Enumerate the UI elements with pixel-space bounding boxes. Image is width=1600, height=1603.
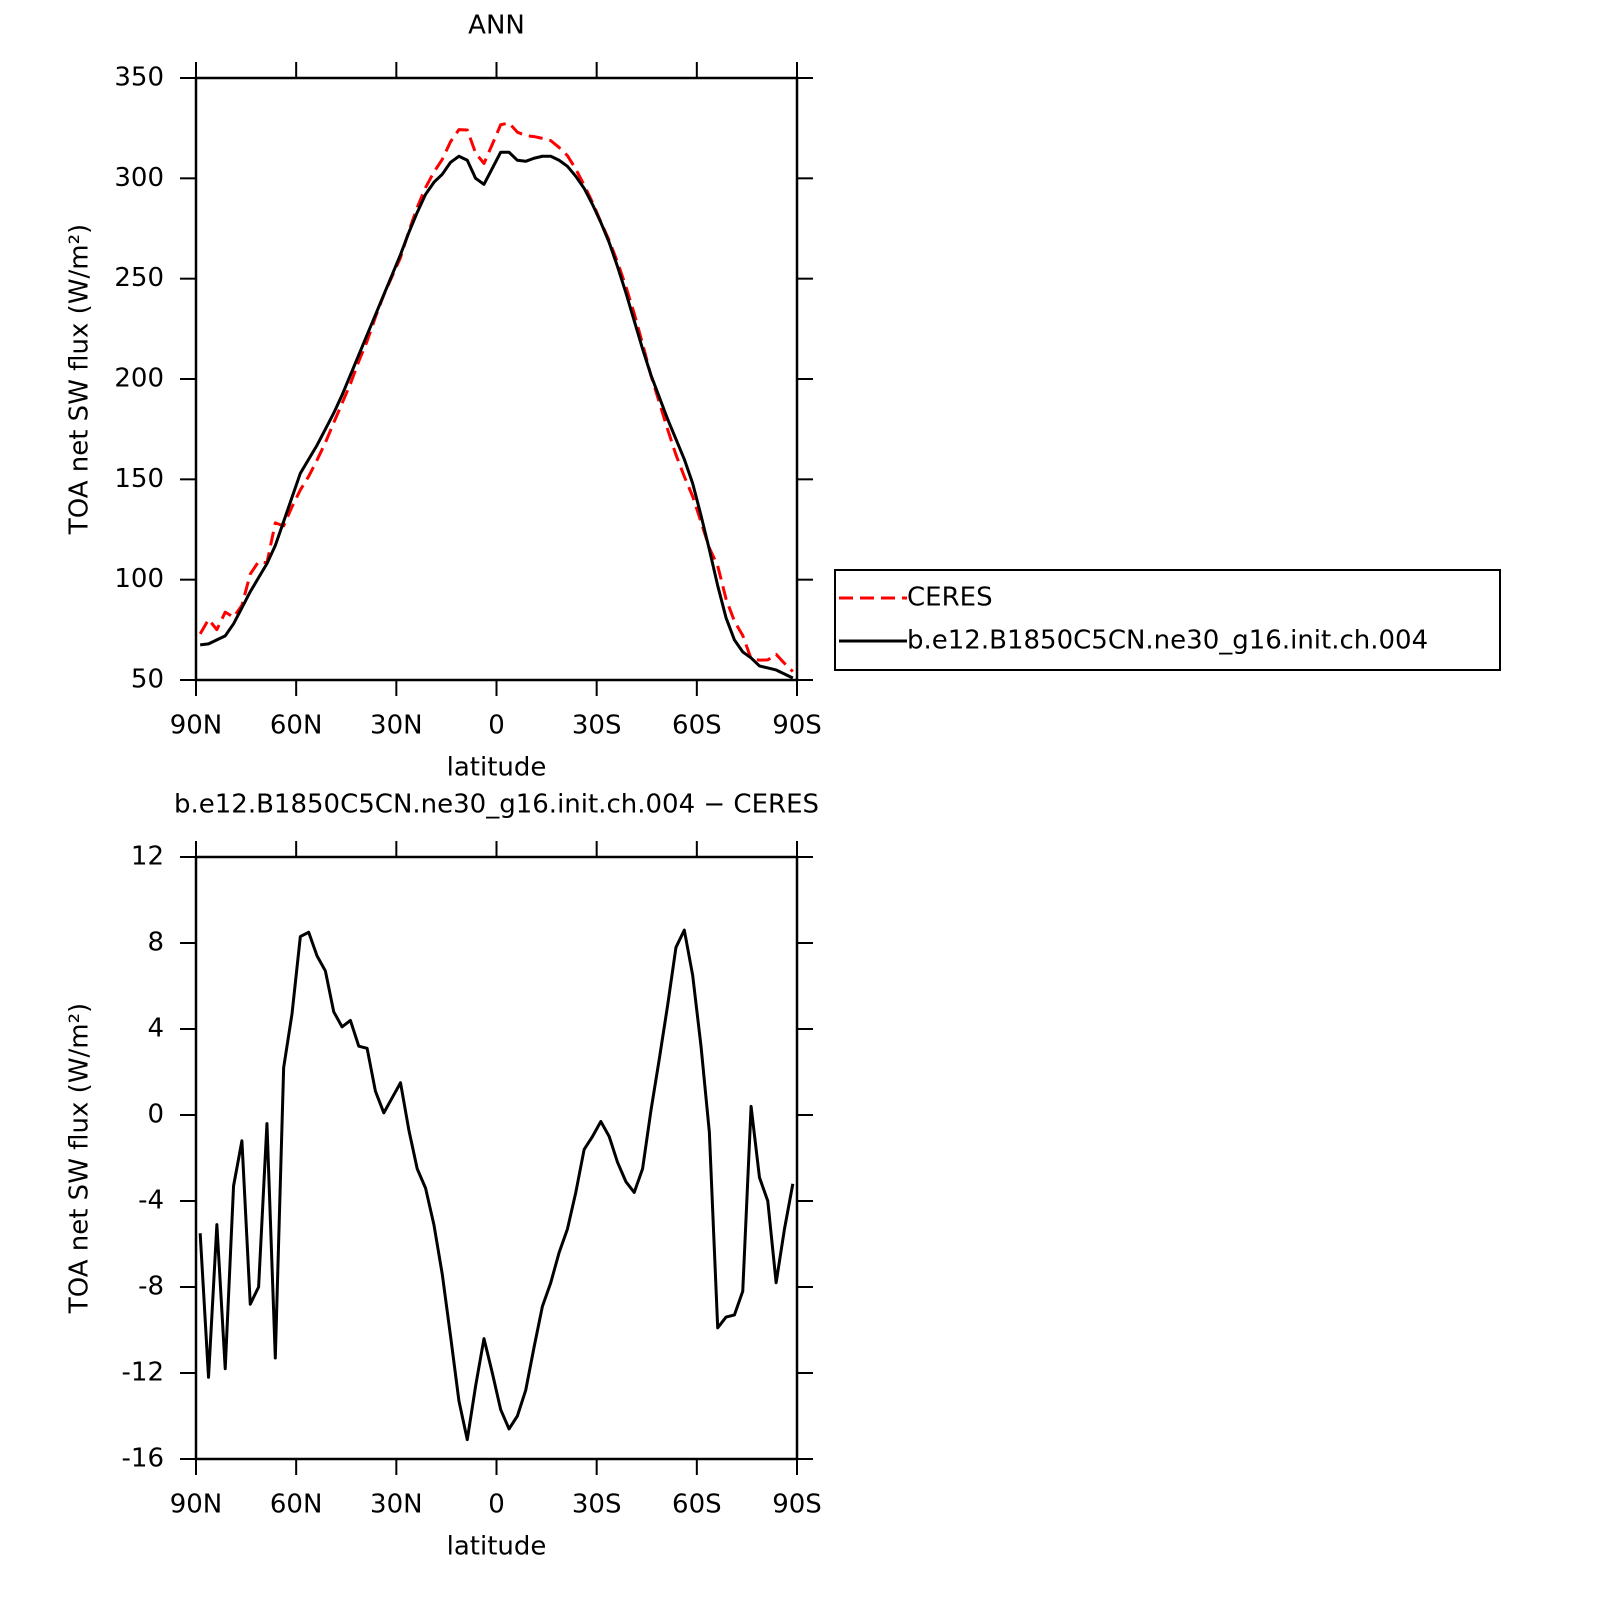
plot-frame — [194, 76, 799, 682]
x-tick-label: 90S — [772, 1490, 822, 1520]
x-tick-label: 90S — [772, 711, 822, 741]
x-tick-label: 60N — [270, 711, 323, 741]
x-tick-label: 0 — [488, 1490, 505, 1520]
y-tick-label: 12 — [131, 842, 164, 872]
x-tick-label: 30N — [370, 711, 423, 741]
y-tick-label: -12 — [122, 1358, 164, 1388]
x-tick-label: 60N — [270, 1490, 323, 1520]
data-line — [198, 121, 794, 673]
y-tick-label: 200 — [114, 364, 164, 394]
y-tick-label: 50 — [131, 665, 164, 695]
x-tick-label: 30S — [572, 1490, 622, 1520]
data-line — [198, 928, 795, 1442]
y-tick-label: 100 — [114, 564, 164, 594]
x-tick-label: 0 — [488, 711, 505, 741]
x-axis-label: latitude — [447, 1532, 547, 1562]
y-tick-label: 0 — [147, 1100, 164, 1130]
y-axis-label: TOA net SW flux (W/m²) — [65, 1003, 95, 1314]
legend-label: b.e12.B1850C5CN.ne30_g16.init.ch.004 — [907, 626, 1428, 656]
data-line — [199, 150, 794, 680]
x-tick-label: 30S — [572, 711, 622, 741]
y-axis-label: TOA net SW flux (W/m²) — [65, 224, 95, 535]
y-tick-label: 250 — [114, 263, 164, 293]
legend-label: CERES — [907, 583, 993, 613]
chart-title: ANN — [468, 11, 525, 41]
plot-frame — [194, 855, 799, 1461]
legend-box — [834, 569, 1501, 671]
x-tick-label: 90N — [170, 711, 223, 741]
y-tick-label: 4 — [147, 1014, 164, 1044]
y-tick-label: 150 — [114, 464, 164, 494]
y-tick-label: 8 — [147, 928, 164, 958]
y-tick-label: -8 — [138, 1272, 164, 1302]
x-tick-label: 60S — [672, 711, 722, 741]
x-tick-label: 60S — [672, 1490, 722, 1520]
chart-title: b.e12.B1850C5CN.ne30_g16.init.ch.004 − C… — [174, 790, 819, 820]
x-tick-label: 30N — [370, 1490, 423, 1520]
x-axis-label: latitude — [447, 753, 547, 783]
y-tick-label: -16 — [122, 1444, 164, 1474]
y-tick-label: 350 — [114, 63, 164, 93]
y-tick-label: -4 — [138, 1186, 164, 1216]
y-tick-label: 300 — [114, 163, 164, 193]
x-tick-label: 90N — [170, 1490, 223, 1520]
